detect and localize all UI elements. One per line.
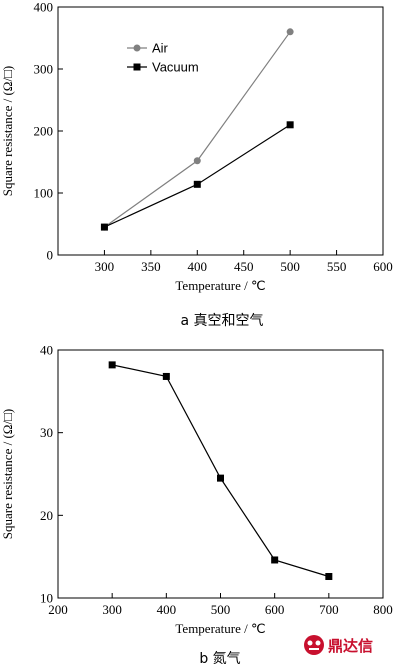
data-point	[271, 556, 279, 564]
y-tick-label: 10	[40, 591, 53, 606]
x-tick-label: 400	[188, 259, 208, 274]
chart-a-y-axis-label: Square resistance / (Ω/□)	[0, 66, 15, 197]
legend-marker	[133, 63, 141, 71]
x-tick-label: 800	[373, 602, 393, 617]
y-tick-label: 400	[34, 0, 54, 15]
chart-a-legend: Air Vacuum	[127, 41, 199, 75]
series-line-vacuum	[104, 124, 291, 228]
chart-a-series	[100, 28, 294, 231]
y-tick-label: 100	[34, 186, 54, 201]
data-point	[217, 474, 224, 482]
x-tick-label: 700	[319, 602, 339, 617]
legend-label: Vacuum	[152, 60, 199, 75]
chart-b: 200 300 400 500 600 700 800 10 20 30 40 Temperatur…	[0, 343, 393, 664]
data-point	[193, 157, 201, 165]
y-tick-label: 40	[40, 343, 53, 358]
logo-icon	[304, 635, 324, 655]
y-tick-label: 20	[40, 508, 53, 523]
watermark: 鼎达信	[304, 635, 373, 655]
chart-b-plot-frame	[57, 349, 384, 599]
x-tick-label: 500	[211, 602, 231, 617]
chart-b-x-axis-label: Temperature / ℃	[175, 621, 265, 636]
data-point	[100, 223, 108, 231]
x-tick-label: 300	[102, 602, 122, 617]
chart-a-caption: a 真空和空气	[180, 313, 263, 329]
chart-a-x-axis-label: Temperature / ℃	[175, 278, 265, 293]
data-point	[193, 180, 201, 188]
chart-b-ticks: 200 300 400 500 600 700 800 10 20 30 40	[40, 343, 393, 618]
x-tick-label: 550	[327, 259, 347, 274]
x-tick-label: 400	[157, 602, 177, 617]
y-tick-label: 300	[34, 62, 54, 77]
y-tick-label: 200	[34, 124, 54, 139]
data-point	[162, 372, 170, 380]
chart-b-y-axis-label: Square resistance / (Ω/□)	[0, 409, 15, 540]
x-tick-label: 500	[280, 259, 300, 274]
x-tick-label: 300	[95, 259, 115, 274]
series-line-series	[112, 364, 330, 578]
x-tick-label: 600	[373, 259, 393, 274]
y-tick-label: 30	[40, 425, 53, 440]
data-point	[325, 573, 333, 581]
x-tick-label: 600	[265, 602, 285, 617]
chart-b-caption: b 氮气	[199, 651, 240, 664]
x-tick-label: 450	[234, 259, 254, 274]
data-point	[286, 28, 294, 36]
x-tick-label: 200	[48, 602, 68, 617]
data-point	[108, 361, 116, 369]
y-tick-label: 0	[47, 248, 54, 263]
chart-a-ticks: 300 350 400 450 500 550 600 0 100 200 300 400	[34, 0, 393, 274]
legend-label: Air	[152, 41, 169, 56]
chart-b-series	[108, 361, 333, 581]
watermark-text: 鼎达信	[328, 637, 373, 655]
x-tick-label: 350	[141, 259, 161, 274]
chart-a: 300 350 400 450 500 550 600 0 100 200 300 400 Air Va…	[0, 0, 393, 329]
data-point	[286, 121, 294, 129]
chart-a-plot-frame	[57, 6, 384, 256]
legend-marker	[133, 44, 141, 52]
